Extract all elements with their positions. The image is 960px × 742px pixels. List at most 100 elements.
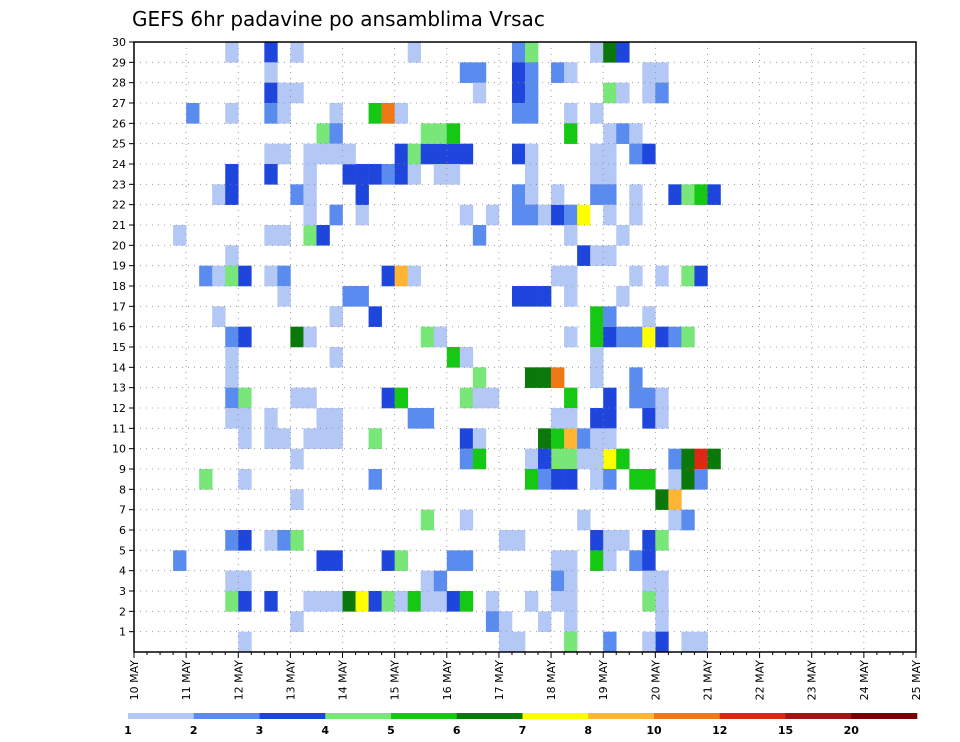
chart-title: GEFS 6hr padavine po ansamblima Vrsac: [132, 7, 545, 31]
heatmap-cell: [590, 326, 604, 348]
heatmap-cell: [264, 62, 278, 83]
heatmap-cell: [433, 123, 448, 144]
heatmap-cell: [329, 408, 343, 429]
heatmap-cell: [446, 591, 461, 612]
heatmap-cell: [459, 428, 474, 449]
heatmap-cell: [225, 245, 239, 266]
heatmap-cell: [681, 509, 695, 531]
heatmap-cell: [525, 448, 539, 470]
heatmap-cell: [629, 265, 643, 287]
heatmap-cell: [551, 204, 565, 226]
legend-label: 20: [844, 724, 860, 737]
heatmap-cell: [655, 530, 669, 551]
heatmap-cell: [459, 387, 474, 409]
heatmap-cell: [668, 184, 682, 205]
heatmap-cell: [329, 103, 343, 124]
heatmap-cell: [616, 530, 630, 551]
heatmap-cell: [225, 184, 239, 205]
heatmap-cell: [381, 387, 395, 409]
heatmap-cell: [551, 428, 565, 449]
heatmap-cell: [264, 530, 278, 551]
x-tick-label: 16 MAY: [441, 660, 454, 701]
y-tick-label: 29: [112, 56, 126, 69]
legend-label: 2: [190, 724, 198, 737]
heatmap-cell: [551, 550, 565, 571]
heatmap-cell: [355, 164, 369, 185]
legend-swatch: [851, 713, 918, 719]
heatmap-cell: [238, 387, 252, 409]
heatmap-cell: [277, 265, 291, 287]
heatmap-cell: [564, 448, 578, 470]
y-tick-label: 26: [112, 117, 126, 130]
legend-label: 4: [321, 724, 329, 737]
heatmap-cell: [577, 448, 591, 470]
heatmap-cell: [525, 62, 539, 83]
heatmap-cell: [472, 428, 487, 449]
heatmap-cell: [642, 530, 656, 551]
heatmap-cell: [511, 62, 526, 83]
heatmap-cell: [225, 103, 239, 124]
y-tick-label: 23: [112, 178, 126, 191]
heatmap-cell: [368, 428, 382, 449]
heatmap-cell: [642, 408, 656, 429]
heatmap-cell: [277, 428, 291, 449]
heatmap-cell: [186, 103, 200, 124]
heatmap-cell: [342, 164, 356, 185]
heatmap-cell: [511, 184, 526, 205]
x-tick-label: 15 MAY: [389, 660, 402, 701]
heatmap-cell: [394, 265, 408, 287]
legend-label: 5: [387, 724, 395, 737]
heatmap-cell: [316, 550, 330, 571]
legend-swatch: [654, 713, 721, 719]
heatmap-cell: [407, 164, 422, 185]
heatmap-cell: [368, 103, 382, 124]
heatmap-cell: [329, 143, 343, 165]
heatmap-cell: [225, 387, 239, 409]
heatmap-cell: [681, 631, 695, 653]
heatmap-cell: [329, 123, 343, 144]
heatmap-cell: [459, 62, 474, 83]
heatmap-cell: [642, 591, 656, 612]
heatmap-cell: [316, 123, 330, 144]
heatmap-cell: [420, 408, 435, 429]
heatmap-cell: [551, 62, 565, 83]
heatmap-cell: [629, 123, 643, 144]
heatmap-cell: [329, 306, 343, 327]
heatmap-cell: [564, 570, 578, 592]
heatmap-cell: [355, 204, 369, 226]
heatmap-cell: [655, 265, 669, 287]
x-tick-label: 23 MAY: [806, 660, 819, 701]
heatmap-cell: [603, 428, 617, 449]
heatmap-cell: [694, 265, 708, 287]
heatmap-cell: [655, 82, 669, 104]
heatmap-cell: [590, 347, 604, 368]
heatmap-cell: [433, 143, 448, 165]
heatmap-cell: [277, 103, 291, 124]
heatmap-cell: [525, 103, 539, 124]
heatmap-cell: [264, 164, 278, 185]
heatmap-cell: [446, 164, 461, 185]
heatmap-cell: [629, 550, 643, 571]
heatmap-cell: [446, 143, 461, 165]
heatmap-cell: [707, 448, 721, 470]
heatmap-cell: [564, 591, 578, 612]
heatmap-cell: [525, 286, 539, 307]
heatmap-cell: [668, 326, 682, 348]
heatmap-cell: [394, 103, 408, 124]
heatmap-cell: [290, 489, 304, 510]
heatmap-cell: [459, 143, 474, 165]
heatmap-cell: [694, 631, 708, 653]
heatmap-cell: [238, 265, 252, 287]
heatmap-cell: [264, 225, 278, 246]
heatmap-cell: [225, 367, 239, 388]
heatmap-cell: [316, 225, 330, 246]
heatmap-cell: [538, 367, 552, 388]
heatmap-cell: [446, 123, 461, 144]
heatmap-cell: [603, 184, 617, 205]
heatmap-cell: [329, 550, 343, 571]
heatmap-cell: [577, 509, 591, 531]
heatmap-cell: [238, 631, 252, 653]
heatmap-cell: [498, 530, 513, 551]
heatmap-cell: [590, 42, 604, 63]
heatmap-cell: [629, 469, 643, 490]
